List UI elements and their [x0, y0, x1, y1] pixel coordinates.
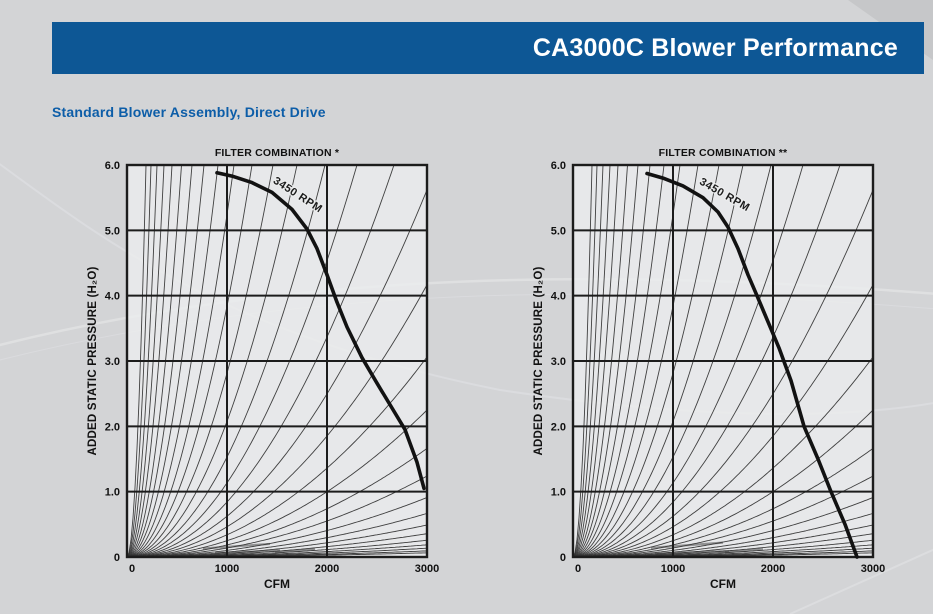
chart-title: FILTER COMBINATION * [215, 147, 340, 159]
system-resistance-curve [572, 164, 651, 558]
x-tick-label: 3000 [861, 563, 885, 575]
system-resistance-curve [126, 164, 193, 558]
y-tick-label: 6.0 [551, 160, 566, 172]
curve-overlap-smudge [724, 548, 764, 554]
x-tick-label: 2000 [315, 563, 339, 575]
system-resistance-curve [126, 164, 219, 558]
system-resistance-curve [573, 409, 874, 558]
system-resistance-curve [126, 164, 253, 558]
system-resistance-curve [572, 164, 619, 558]
system-resistance-curve [573, 284, 874, 558]
y-tick-label: 3.0 [551, 356, 566, 368]
system-resistance-curve [126, 164, 298, 558]
curve-overlap-smudge [214, 549, 281, 555]
system-resistance-curve [127, 284, 428, 558]
x-axis-title: CFM [710, 577, 736, 591]
system-resistance-curve [126, 164, 173, 558]
system-resistance-curve [573, 448, 874, 558]
system-resistance-curve [126, 164, 147, 558]
system-resistance-curve [127, 356, 428, 558]
curve-overlap-smudge [274, 548, 316, 554]
y-tick-label: 1.0 [105, 487, 120, 499]
header-bar: CA3000C Blower Performance [52, 22, 924, 74]
y-tick-label: 1.0 [551, 487, 566, 499]
system-resistance-curve [573, 189, 874, 558]
system-resistance-curve [572, 164, 604, 558]
system-resistance-curve [572, 164, 681, 558]
system-resistance-curve [572, 164, 593, 558]
subtitle: Standard Blower Assembly, Direct Drive [52, 104, 326, 120]
system-resistance-curve [126, 164, 205, 558]
fan-curve-3450rpm [215, 170, 426, 491]
y-tick-label: 0 [560, 552, 566, 564]
chart-filter-combination-1: 3450 RPM FILTER COMBINATION * 6.0 5.0 4.0 3.0… [60, 140, 440, 605]
system-resistance-curve [126, 164, 165, 558]
x-tick-label: 1000 [215, 563, 239, 575]
system-resistance-curve [127, 189, 428, 558]
plot-border [125, 163, 429, 559]
system-resistance-curve [573, 497, 874, 558]
chart-filter-combination-2: 3450 RPM FILTER COMBINATION ** 6.0 5.0 4.0 3.… [506, 140, 886, 605]
y-axis-title: ADDED STATIC PRESSURE (H₂O) [87, 267, 99, 456]
y-tick-label: 0 [114, 552, 120, 564]
y-tick-label: 2.0 [105, 421, 120, 433]
x-tick-label: 0 [575, 563, 581, 575]
x-tick-label: 2000 [761, 563, 785, 575]
system-resistance-curve [126, 164, 158, 558]
y-tick-label: 6.0 [105, 160, 120, 172]
system-resistance-curve [127, 448, 428, 558]
x-tick-label: 0 [129, 563, 135, 575]
system-resistance-curve [126, 164, 152, 558]
x-tick-label: 1000 [661, 563, 685, 575]
system-resistance-curve [126, 164, 182, 558]
page-title: CA3000C Blower Performance [532, 33, 898, 62]
system-resistance-curve [573, 164, 841, 558]
system-resistance-curve [572, 164, 628, 558]
system-resistance-curve [572, 164, 611, 558]
x-axis-title: CFM [264, 577, 290, 591]
system-resistance-curve [572, 164, 598, 558]
y-tick-label: 4.0 [551, 291, 566, 303]
system-resistance-curve [127, 475, 428, 558]
y-axis-title: ADDED STATIC PRESSURE (H₂O) [533, 267, 545, 456]
system-resistance-curve [127, 497, 428, 558]
y-tick-label: 5.0 [105, 225, 120, 237]
x-tick-label: 3000 [415, 563, 439, 575]
y-tick-label: 3.0 [105, 356, 120, 368]
swoosh-line [789, 548, 933, 614]
system-resistance-curve [572, 164, 639, 558]
system-resistance-curve [572, 164, 720, 558]
curve-overlap-smudge [654, 550, 730, 555]
plot-border [571, 163, 875, 559]
system-resistance-curve [572, 164, 665, 558]
system-resistance-curve [573, 356, 874, 558]
curve-overlap-smudge [650, 541, 724, 549]
system-resistance-curve [572, 164, 699, 558]
system-resistance-curve [572, 164, 744, 558]
system-resistance-curve [126, 164, 274, 558]
curve-overlap-smudge [202, 542, 271, 550]
y-tick-label: 4.0 [105, 291, 120, 303]
system-resistance-curve [127, 409, 428, 558]
system-resistance-curve [126, 164, 235, 558]
y-tick-label: 2.0 [551, 421, 566, 433]
system-resistance-curve [573, 475, 874, 558]
system-resistance-curve [573, 164, 804, 558]
system-resistance-curve [127, 164, 358, 558]
chart-title: FILTER COMBINATION ** [659, 147, 788, 159]
fan-curve-3450rpm [645, 171, 859, 559]
y-tick-label: 5.0 [551, 225, 566, 237]
system-resistance-curve [127, 164, 395, 558]
